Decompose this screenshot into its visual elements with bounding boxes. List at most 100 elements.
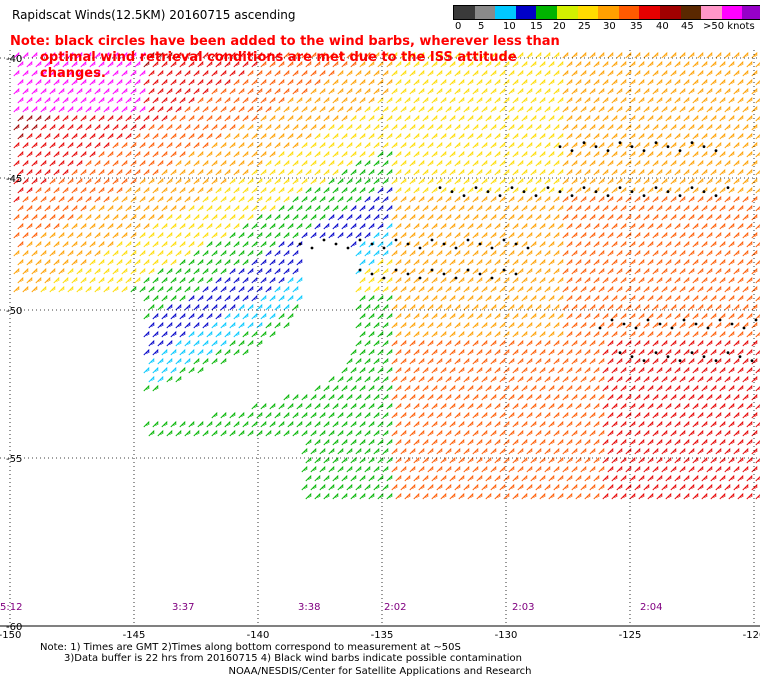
wind-barb [701, 330, 708, 338]
wind-barb [535, 195, 542, 203]
wind-barb [233, 78, 240, 86]
wind-barb [454, 267, 461, 275]
wind-barb [517, 393, 524, 401]
wind-barb [742, 285, 749, 293]
wind-barb [512, 60, 519, 68]
wind-barb [544, 447, 551, 455]
wind-barb [728, 78, 735, 86]
wind-barb [503, 132, 510, 140]
wind-barb [49, 231, 56, 239]
wind-barb [184, 213, 191, 221]
wind-barb [629, 258, 636, 266]
wind-barb [548, 420, 555, 428]
color-swatch [556, 6, 578, 19]
wind-barb [611, 492, 618, 500]
footer-credit: NOAA/NESDIS/Center for Satellite Applica… [228, 666, 532, 677]
wind-barb [296, 294, 303, 302]
wind-barb [539, 258, 546, 266]
wind-barb [134, 204, 141, 212]
wind-barb [373, 483, 380, 491]
wind-barb [332, 420, 339, 428]
wind-barb [22, 231, 29, 239]
wind-barb [152, 78, 159, 86]
wind-barb [431, 384, 438, 392]
wind-barb [620, 114, 627, 122]
wind-barb [152, 186, 159, 194]
wind-barb [719, 132, 726, 140]
wind-barb [557, 204, 564, 212]
wind-barb [418, 285, 425, 293]
wind-barb [233, 222, 240, 230]
wind-barb [485, 438, 492, 446]
wind-barb [521, 132, 528, 140]
wind-barb [121, 69, 128, 77]
wind-barb [571, 51, 578, 59]
wind-barb [490, 87, 497, 95]
wind-barb [562, 357, 569, 365]
wind-barb [656, 474, 663, 482]
wind-barb [278, 312, 285, 320]
wind-barb [184, 267, 191, 275]
contamination-dot [526, 246, 530, 250]
wind-barb [211, 51, 218, 59]
wind-barb [58, 159, 65, 167]
wind-barb [251, 330, 258, 338]
wind-barb [170, 168, 177, 176]
wind-barb [49, 285, 56, 293]
wind-barb [202, 105, 209, 113]
wind-barb [256, 303, 263, 311]
wind-barb [238, 249, 245, 257]
wind-barb [530, 60, 537, 68]
wind-barb [188, 294, 195, 302]
wind-barb [647, 474, 654, 482]
wind-barb [350, 150, 357, 158]
wind-barb [224, 186, 231, 194]
wind-barb [350, 456, 357, 464]
wind-barb [445, 411, 452, 419]
wind-barb [359, 150, 366, 158]
wind-barb [697, 51, 704, 59]
wind-barb [562, 231, 569, 239]
wind-barb [224, 222, 231, 230]
wind-barb [139, 249, 146, 257]
wind-barb [382, 411, 389, 419]
wind-barb [485, 204, 492, 212]
wind-barb [665, 222, 672, 230]
wind-barb [742, 375, 749, 383]
wind-barb [499, 123, 506, 131]
wind-barb [701, 240, 708, 248]
wind-barb [445, 267, 452, 275]
wind-barb [593, 366, 600, 374]
wind-barb [706, 483, 713, 491]
wind-barb [62, 222, 69, 230]
wind-barb [548, 204, 555, 212]
wind-barb [562, 393, 569, 401]
wind-barb [476, 78, 483, 86]
wind-barb [584, 330, 591, 338]
wind-barb [184, 141, 191, 149]
wind-barb [526, 375, 533, 383]
wind-barb [494, 492, 501, 500]
wind-barb [364, 393, 371, 401]
wind-barb [674, 492, 681, 500]
wind-barb [404, 78, 411, 86]
wind-barb [449, 114, 456, 122]
wind-barb [98, 60, 105, 68]
wind-barb [629, 294, 636, 302]
wind-barb [481, 285, 488, 293]
wind-barb [467, 60, 474, 68]
wind-barb [697, 105, 704, 113]
wind-barb [692, 78, 699, 86]
wind-barb [616, 213, 623, 221]
wind-barb [382, 195, 389, 203]
wind-barb [652, 285, 659, 293]
wind-barb [296, 258, 303, 266]
wind-barb [638, 132, 645, 140]
wind-barb [674, 222, 681, 230]
wind-barb [103, 51, 110, 59]
wind-barb [197, 132, 204, 140]
wind-barb [751, 465, 758, 473]
wind-barb [431, 240, 438, 248]
wind-barb [404, 330, 411, 338]
wind-barb [661, 357, 668, 365]
